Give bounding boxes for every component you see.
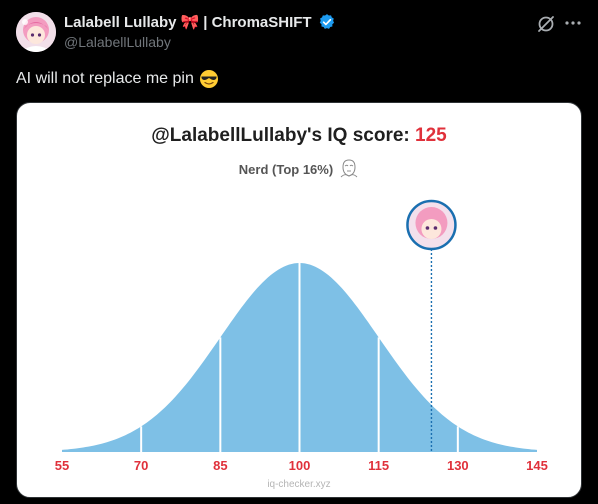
score-marker-avatar <box>406 199 457 251</box>
iq-category-label: Nerd (Top 16%) <box>238 162 334 177</box>
x-tick-label-130: 130 <box>447 458 469 473</box>
tweet-text-body: AI will not replace me pin <box>16 70 194 87</box>
nerd-face-icon <box>339 157 359 182</box>
iq-distribution-chart: 55 70 85 100 115 130 145 <box>55 199 548 473</box>
x-tick-label-115: 115 <box>368 458 389 473</box>
avatar[interactable] <box>16 12 56 52</box>
x-tick-label-70: 70 <box>134 458 148 473</box>
smiling-face-with-sunglasses-icon <box>199 69 219 89</box>
verified-badge-icon <box>318 13 336 31</box>
more-icon[interactable] <box>562 12 584 34</box>
name-suffix[interactable]: | ChromaSHIFT <box>203 13 312 31</box>
display-name[interactable]: Lalabell Lullaby <box>64 13 177 31</box>
card-subtitle: Nerd (Top 16%) <box>17 157 581 182</box>
site-watermark: iq-checker.xyz <box>267 479 331 490</box>
x-tick-label-85: 85 <box>213 458 227 473</box>
x-tick-label-100: 100 <box>289 458 311 473</box>
x-tick-label-55: 55 <box>55 458 69 473</box>
iq-result-card[interactable]: @LalabellLullaby's IQ score: 125 Nerd (T… <box>16 102 582 498</box>
iq-score-value: 125 <box>415 125 447 146</box>
card-title: @LalabellLullaby's IQ score: 125 <box>17 125 581 147</box>
author-name-row[interactable]: Lalabell Lullaby 🎀 | ChromaSHIFT <box>64 12 336 32</box>
author-handle[interactable]: @LalabellLullaby <box>64 34 171 50</box>
x-tick-label-145: 145 <box>526 458 548 473</box>
ribbon-emoji-icon: 🎀 <box>180 13 200 31</box>
grok-icon[interactable] <box>536 14 556 34</box>
tweet-text: AI will not replace me pin <box>16 69 219 89</box>
card-title-prefix: @LalabellLullaby's IQ score: <box>151 125 410 146</box>
